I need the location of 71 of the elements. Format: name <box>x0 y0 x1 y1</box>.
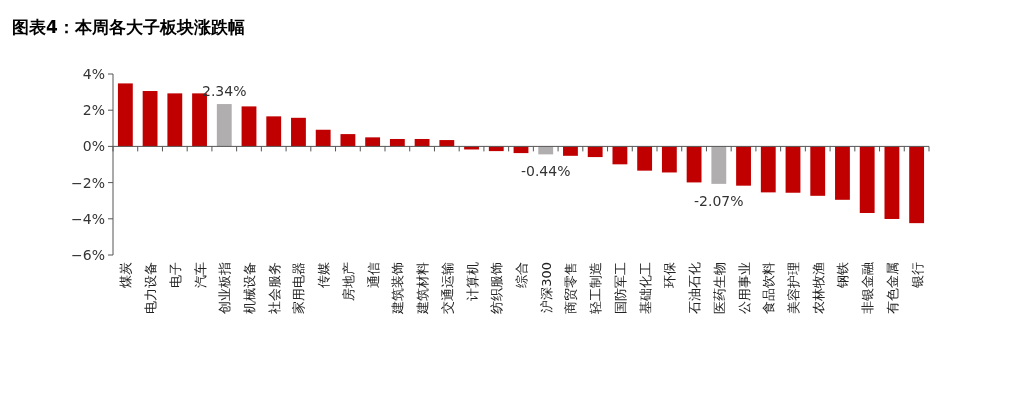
x-tick-label: 煤炭 <box>118 262 134 288</box>
x-tick-label: 家用电器 <box>291 262 307 314</box>
x-tick-label: 医药生物 <box>711 262 727 314</box>
x-tick-label: 社会服务 <box>266 262 282 314</box>
bar <box>563 146 578 156</box>
x-tick-label: 传媒 <box>316 262 332 288</box>
y-tick-label: −2% <box>71 174 105 191</box>
x-tick-label: 电力设备 <box>143 262 159 314</box>
x-tick-label: 美容护理 <box>786 262 801 314</box>
x-tick-label: 钢铁 <box>835 262 851 289</box>
x-tick-label: 商贸零售 <box>563 262 579 314</box>
x-tick-label: 沪深300 <box>538 262 554 313</box>
x-tick-label: 建筑材料 <box>415 262 431 315</box>
y-tick-label: 4% <box>82 66 105 82</box>
bar <box>736 146 751 186</box>
x-tick-label: 创业板指 <box>217 262 233 314</box>
bar <box>291 117 306 147</box>
data-label: -2.07% <box>694 192 744 209</box>
bar <box>142 91 158 147</box>
x-tick-label: 国防军工 <box>612 262 628 314</box>
x-tick-label: 银行 <box>909 262 925 289</box>
bar <box>117 83 133 147</box>
y-tick-label: −4% <box>71 210 105 227</box>
bar <box>587 146 603 158</box>
bar <box>241 106 257 147</box>
bar <box>340 134 356 147</box>
x-tick-label: 房地产 <box>340 262 356 301</box>
y-tick-label: −6% <box>71 247 105 263</box>
bar <box>884 146 900 219</box>
x-tick-label: 汽车 <box>192 262 208 288</box>
bar <box>637 146 653 171</box>
bar <box>785 146 801 193</box>
x-tick-label: 农林牧渔 <box>810 262 826 314</box>
x-tick-label: 通信 <box>365 262 381 288</box>
x-tick-label: 轻工制造 <box>588 262 604 314</box>
x-tick-label: 食品饮料 <box>761 262 777 314</box>
bar <box>810 146 826 196</box>
x-tick-label: 电子 <box>167 262 183 288</box>
bar <box>661 146 677 173</box>
x-tick-label: 建筑装饰 <box>390 262 406 315</box>
bar <box>686 146 702 183</box>
bar <box>315 129 331 147</box>
bar <box>167 93 183 147</box>
x-tick-label: 计算机 <box>464 262 480 301</box>
bar <box>389 138 405 147</box>
bar <box>760 146 776 193</box>
bar <box>859 146 875 214</box>
bar <box>612 146 628 165</box>
x-tick-label: 公用事业 <box>736 262 752 314</box>
x-tick-label: 石油石化 <box>687 262 703 314</box>
bar <box>365 137 381 147</box>
bar <box>439 140 455 147</box>
y-tick-label: 2% <box>82 102 105 119</box>
x-tick-label: 综合 <box>514 262 529 288</box>
x-tick-label: 基础化工 <box>637 262 653 314</box>
bar <box>414 138 430 147</box>
bar <box>216 104 232 147</box>
x-tick-label: 环保 <box>662 262 678 288</box>
bar <box>835 146 850 200</box>
bar <box>711 146 727 184</box>
chart-title: 图表4：本周各大子板块涨跌幅 <box>12 17 245 37</box>
x-tick-label: 机械设备 <box>242 262 257 314</box>
x-tick-label: 有色金属 <box>884 262 900 314</box>
y-tick-label: 0% <box>82 138 105 155</box>
x-tick-label: 交通运输 <box>439 262 455 314</box>
x-tick-label: 纺织服饰 <box>489 262 505 314</box>
bar <box>266 116 282 147</box>
bar <box>909 146 925 224</box>
data-label: -0.44% <box>520 163 571 180</box>
data-label: 2.34% <box>202 83 247 100</box>
x-tick-label: 非银金融 <box>860 262 876 314</box>
